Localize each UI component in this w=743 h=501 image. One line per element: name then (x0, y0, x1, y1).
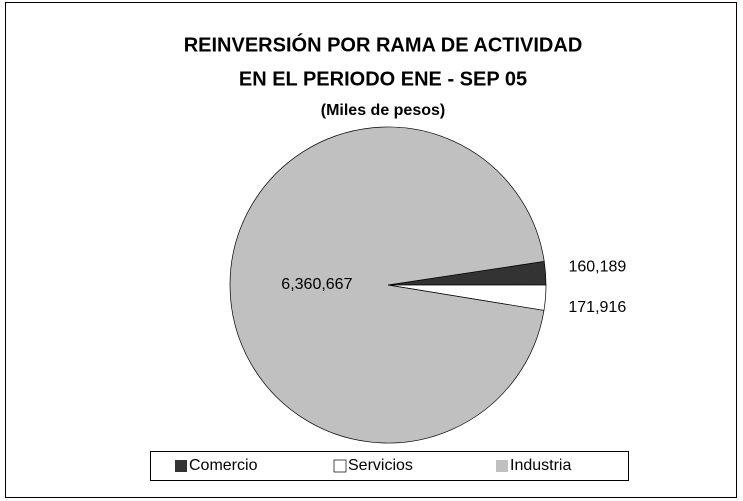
data-label: 6,360,667 (281, 276, 352, 293)
data-label: 160,189 (568, 259, 626, 276)
legend-box (150, 451, 629, 481)
legend-label: Comercio (189, 457, 258, 474)
chart-subtitle: (Miles de pesos) (321, 102, 445, 119)
chart-title: REINVERSIÓN POR RAMA DE ACTIVIDAD (184, 32, 583, 56)
legend-label: Industria (510, 457, 571, 474)
legend-swatch (175, 460, 187, 472)
data-label: 171,916 (568, 299, 626, 316)
chart-title-line2: EN EL PERIODO ENE - SEP 05 (239, 68, 527, 90)
pie-slice (229, 126, 545, 444)
legend-swatch (333, 459, 347, 473)
legend-label: Servicios (348, 457, 413, 474)
legend-swatch (496, 460, 508, 472)
